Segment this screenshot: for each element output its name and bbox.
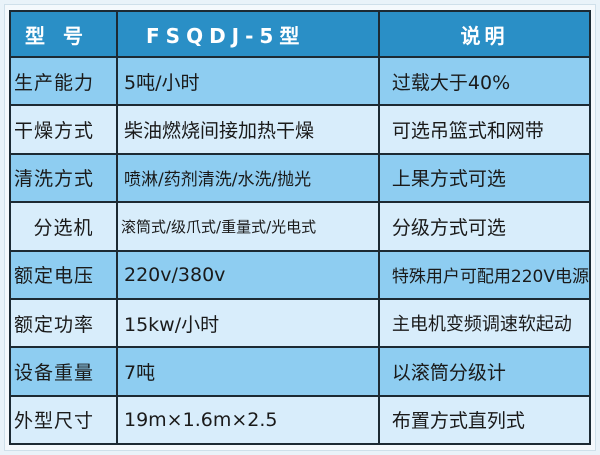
row-label: 生产能力 [9,55,118,107]
row-label: 设备重量 [9,346,118,397]
header-model-value: FSQDJ-5型 [116,10,380,58]
row-note: 布置方式直列式 [377,394,592,446]
table-row: 外型尺寸 19m×1.6m×2.5 布置方式直列式 [9,394,592,446]
row-value: 喷淋/药剂清洗/水洗/抛光 [116,152,380,204]
table-row: 额定电压 220v/380v 特殊用户可配用220V电源 [9,249,592,300]
header-model: 型号 [9,10,118,58]
table-row: 干燥方式 柴油燃烧间接加热干燥 可选吊篮式和网带 [9,104,592,155]
row-value: 滚筒式/级爪式/重量式/光电式 [116,201,380,252]
table-row: 生产能力 5吨/小时 过载大于40% [9,55,592,107]
row-label: 分选机 [9,201,118,252]
row-label: 外型尺寸 [9,394,118,446]
header-description: 说明 [377,10,592,58]
row-value: 19m×1.6m×2.5 [116,394,380,446]
row-note: 过载大于40% [377,55,592,107]
table-row: 分选机 滚筒式/级爪式/重量式/光电式 分级方式可选 [9,201,592,252]
table-row: 设备重量 7吨 以滚筒分级计 [9,346,592,397]
row-note: 可选吊篮式和网带 [377,104,592,155]
row-label: 额定电压 [9,249,118,300]
row-value: 5吨/小时 [116,55,380,107]
row-label: 额定功率 [9,297,118,349]
row-value: 7吨 [116,346,380,397]
table-header: 型号 FSQDJ-5型 说明 [9,10,592,58]
row-note: 分级方式可选 [377,201,592,252]
row-note: 特殊用户可配用220V电源 [377,249,592,300]
table-row: 清洗方式 喷淋/药剂清洗/水洗/抛光 上果方式可选 [9,152,592,204]
row-label: 干燥方式 [9,104,118,155]
spec-table: 型号 FSQDJ-5型 说明 生产能力 5吨/小时 过载大于40% 干燥方式 柴… [9,10,592,446]
row-value: 15kw/小时 [116,297,380,349]
row-label: 清洗方式 [9,152,118,204]
row-note: 上果方式可选 [377,152,592,204]
row-note: 主电机变频调速软起动 [377,297,592,349]
row-value: 220v/380v [116,249,380,300]
row-note: 以滚筒分级计 [377,346,592,397]
row-value: 柴油燃烧间接加热干燥 [116,104,380,155]
table-row: 额定功率 15kw/小时 主电机变频调速软起动 [9,297,592,349]
